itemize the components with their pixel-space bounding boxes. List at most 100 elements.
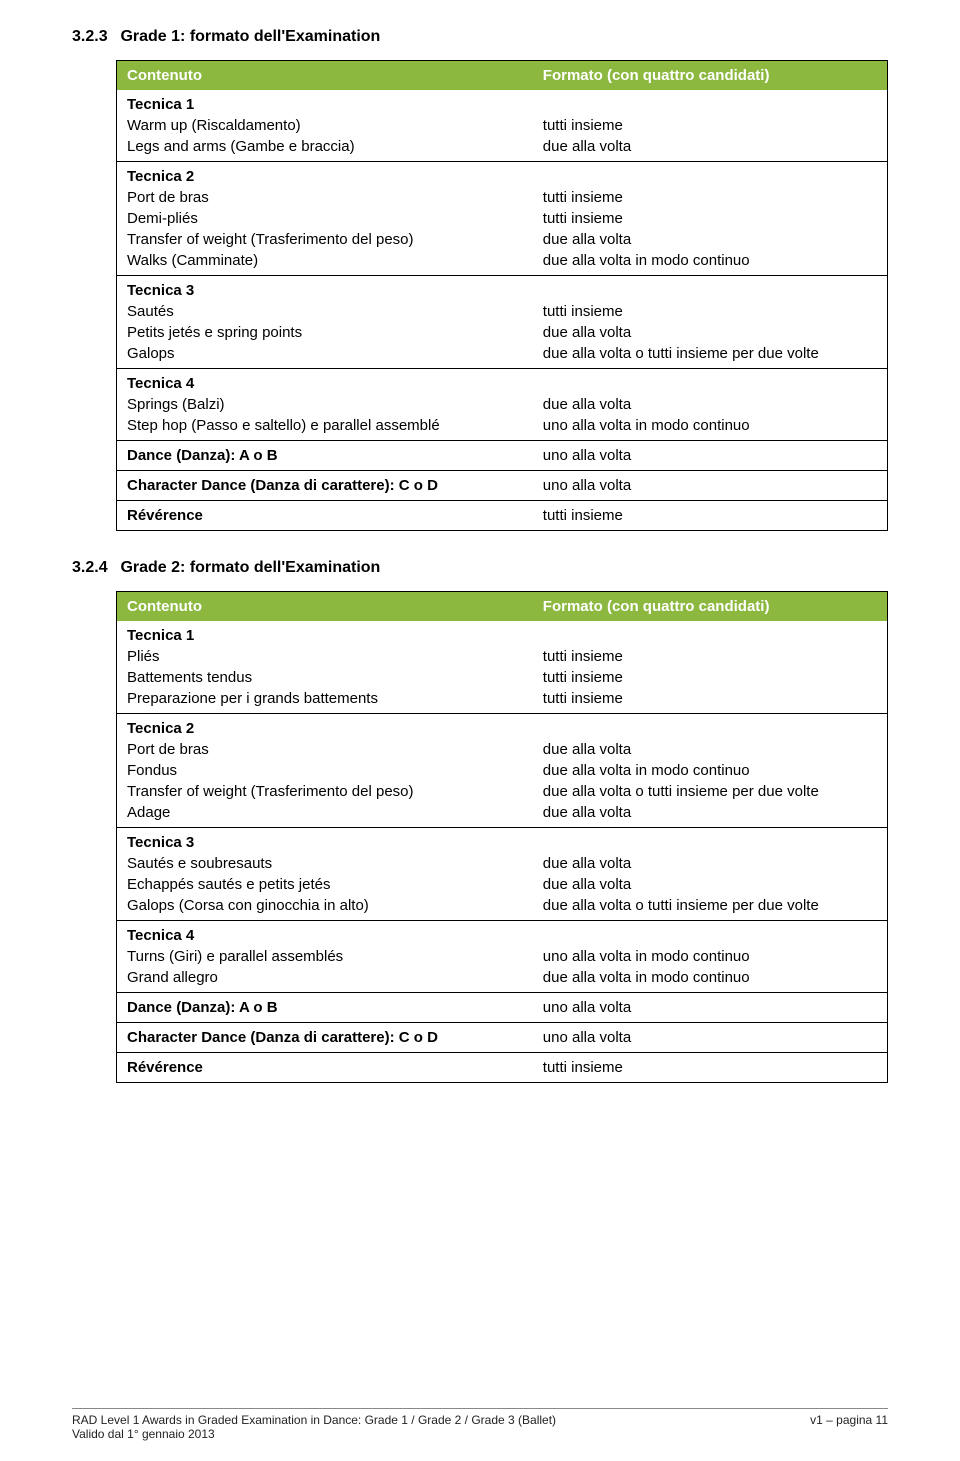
cell-left: Turns (Giri) e parallel assemblés bbox=[117, 946, 533, 967]
cell-right: tutti insieme bbox=[533, 1053, 887, 1082]
cell-right: tutti insieme bbox=[533, 208, 887, 229]
table-row: Preparazione per i grands battementstutt… bbox=[117, 688, 887, 713]
cell-right: tutti insieme bbox=[533, 115, 887, 136]
cell-right: due alla volta o tutti insieme per due v… bbox=[533, 781, 887, 802]
table-row: Dance (Danza): A o Buno alla volta bbox=[117, 993, 887, 1022]
footer-left-line1: RAD Level 1 Awards in Graded Examination… bbox=[72, 1413, 556, 1427]
table-row: Pliéstutti insieme bbox=[117, 646, 887, 667]
table-row: Step hop (Passo e saltello) e parallel a… bbox=[117, 415, 887, 440]
table-group: Character Dance (Danza di carattere): C … bbox=[117, 1022, 887, 1052]
table-row: Sautés e soubresautsdue alla volta bbox=[117, 853, 887, 874]
table-subhead-row: Tecnica 1 bbox=[117, 90, 887, 115]
table-group: Dance (Danza): A o Buno alla volta bbox=[117, 440, 887, 470]
cell-right: uno alla volta bbox=[533, 441, 887, 470]
col-header-contenuto: Contenuto bbox=[117, 592, 533, 621]
table-subhead: Tecnica 4 bbox=[117, 369, 533, 394]
table-subhead-row: Tecnica 3 bbox=[117, 276, 887, 301]
cell-left: Galops bbox=[117, 343, 533, 368]
cell-right: due alla volta bbox=[533, 394, 887, 415]
table-group: Tecnica 1Warm up (Riscaldamento)tutti in… bbox=[117, 90, 887, 161]
cell-left: Walks (Camminate) bbox=[117, 250, 533, 275]
cell-right: due alla volta o tutti insieme per due v… bbox=[533, 895, 887, 920]
cell-left: Springs (Balzi) bbox=[117, 394, 533, 415]
cell-right: tutti insieme bbox=[533, 646, 887, 667]
table-row: Port de brasdue alla volta bbox=[117, 739, 887, 760]
table-subhead: Tecnica 3 bbox=[117, 828, 533, 853]
table-group: Révérencetutti insieme bbox=[117, 500, 887, 530]
table-row: Springs (Balzi)due alla volta bbox=[117, 394, 887, 415]
cell-right: tutti insieme bbox=[533, 667, 887, 688]
cell-left: Transfer of weight (Trasferimento del pe… bbox=[117, 229, 533, 250]
table-row: Révérencetutti insieme bbox=[117, 501, 887, 530]
table-row: Transfer of weight (Trasferimento del pe… bbox=[117, 781, 887, 802]
section-heading-1: 3.2.3 Grade 1: formato dell'Examination bbox=[72, 28, 888, 46]
table-row: Character Dance (Danza di carattere): C … bbox=[117, 471, 887, 500]
table-group: Tecnica 2Port de brasdue alla voltaFondu… bbox=[117, 713, 887, 827]
cell-left: Legs and arms (Gambe e braccia) bbox=[117, 136, 533, 161]
cell-left: Pliés bbox=[117, 646, 533, 667]
table-row: Sautéstutti insieme bbox=[117, 301, 887, 322]
table-row: Legs and arms (Gambe e braccia)due alla … bbox=[117, 136, 887, 161]
cell-left: Dance (Danza): A o B bbox=[117, 441, 533, 470]
col-header-contenuto: Contenuto bbox=[117, 61, 533, 90]
section-heading-2: 3.2.4 Grade 2: formato dell'Examination bbox=[72, 559, 888, 577]
cell-left: Battements tendus bbox=[117, 667, 533, 688]
table-subhead: Tecnica 4 bbox=[117, 921, 533, 946]
cell-right: uno alla volta in modo continuo bbox=[533, 415, 887, 440]
cell-left: Character Dance (Danza di carattere): C … bbox=[117, 471, 533, 500]
footer-left-line2: Valido dal 1° gennaio 2013 bbox=[72, 1427, 556, 1441]
table-row: Battements tendustutti insieme bbox=[117, 667, 887, 688]
table-subhead-row: Tecnica 3 bbox=[117, 828, 887, 853]
cell-right: uno alla volta bbox=[533, 471, 887, 500]
table-row: Echappés sautés e petits jetésdue alla v… bbox=[117, 874, 887, 895]
cell-right: uno alla volta bbox=[533, 993, 887, 1022]
col-header-formato: Formato (con quattro candidati) bbox=[533, 592, 887, 621]
table-header-row: Contenuto Formato (con quattro candidati… bbox=[117, 592, 887, 621]
cell-left: Sautés e soubresauts bbox=[117, 853, 533, 874]
table-row: Turns (Giri) e parallel assemblésuno all… bbox=[117, 946, 887, 967]
cell-right: due alla volta bbox=[533, 874, 887, 895]
cell-right: due alla volta bbox=[533, 136, 887, 161]
cell-right: due alla volta in modo continuo bbox=[533, 250, 887, 275]
cell-left: Grand allegro bbox=[117, 967, 533, 992]
cell-right: due alla volta bbox=[533, 229, 887, 250]
section-title-1: Grade 1: formato dell'Examination bbox=[120, 28, 380, 45]
table-subhead-row: Tecnica 4 bbox=[117, 921, 887, 946]
table-row: Port de brastutti insieme bbox=[117, 187, 887, 208]
table-group: Révérencetutti insieme bbox=[117, 1052, 887, 1082]
section-num-2: 3.2.4 bbox=[72, 559, 116, 577]
table-row: Walks (Camminate)due alla volta in modo … bbox=[117, 250, 887, 275]
section-num-1: 3.2.3 bbox=[72, 28, 116, 46]
table-grade1: Contenuto Formato (con quattro candidati… bbox=[116, 60, 888, 531]
table-group: Tecnica 4Turns (Giri) e parallel assembl… bbox=[117, 920, 887, 992]
cell-left: Port de bras bbox=[117, 187, 533, 208]
cell-right: due alla volta in modo continuo bbox=[533, 967, 887, 992]
table-row: Galopsdue alla volta o tutti insieme per… bbox=[117, 343, 887, 368]
table-row: Petits jetés e spring pointsdue alla vol… bbox=[117, 322, 887, 343]
table-group: Tecnica 3Sautéstutti insiemePetits jetés… bbox=[117, 275, 887, 368]
cell-left: Dance (Danza): A o B bbox=[117, 993, 533, 1022]
table-row: Transfer of weight (Trasferimento del pe… bbox=[117, 229, 887, 250]
cell-left: Révérence bbox=[117, 501, 533, 530]
table-row: Fondusdue alla volta in modo continuo bbox=[117, 760, 887, 781]
cell-right: tutti insieme bbox=[533, 301, 887, 322]
cell-left: Transfer of weight (Trasferimento del pe… bbox=[117, 781, 533, 802]
table-group: Tecnica 2Port de brastutti insiemeDemi-p… bbox=[117, 161, 887, 275]
table-group: Tecnica 4Springs (Balzi)due alla voltaSt… bbox=[117, 368, 887, 440]
cell-left: Petits jetés e spring points bbox=[117, 322, 533, 343]
table-row: Demi-pliéstutti insieme bbox=[117, 208, 887, 229]
cell-right: tutti insieme bbox=[533, 688, 887, 713]
table-subhead-row: Tecnica 1 bbox=[117, 621, 887, 646]
col-header-formato: Formato (con quattro candidati) bbox=[533, 61, 887, 90]
cell-left: Character Dance (Danza di carattere): C … bbox=[117, 1023, 533, 1052]
table-subhead: Tecnica 1 bbox=[117, 90, 533, 115]
table-grade2: Contenuto Formato (con quattro candidati… bbox=[116, 591, 888, 1083]
cell-right: uno alla volta bbox=[533, 1023, 887, 1052]
cell-left: Port de bras bbox=[117, 739, 533, 760]
cell-left: Demi-pliés bbox=[117, 208, 533, 229]
table-row: Révérencetutti insieme bbox=[117, 1053, 887, 1082]
table-header-row: Contenuto Formato (con quattro candidati… bbox=[117, 61, 887, 90]
cell-left: Sautés bbox=[117, 301, 533, 322]
cell-left: Galops (Corsa con ginocchia in alto) bbox=[117, 895, 533, 920]
table-subhead-row: Tecnica 2 bbox=[117, 714, 887, 739]
